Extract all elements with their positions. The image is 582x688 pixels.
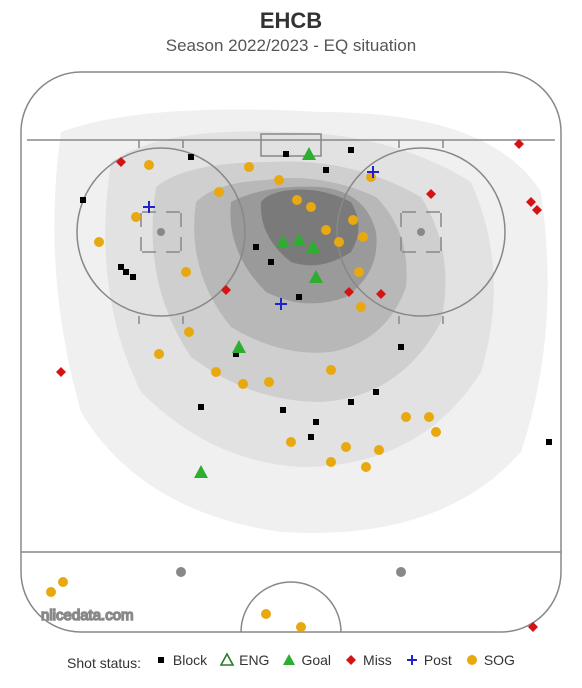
shot-sog — [264, 377, 274, 387]
shot-block — [313, 419, 319, 425]
shot-sog — [131, 212, 141, 222]
shot-sog — [46, 587, 56, 597]
shot-sog — [361, 462, 371, 472]
shot-sog — [326, 365, 336, 375]
shot-sog — [356, 302, 366, 312]
shot-block — [373, 389, 379, 395]
legend-item-label: Block — [173, 652, 207, 668]
watermark: nlicedata.com — [41, 607, 134, 624]
shot-sog — [286, 437, 296, 447]
shot-sog — [306, 202, 316, 212]
legend-item-eng: ENG — [219, 652, 269, 668]
shot-sog — [58, 577, 68, 587]
shot-block — [253, 244, 259, 250]
neutral-dot — [176, 567, 186, 577]
shot-sog — [424, 412, 434, 422]
shot-miss — [528, 622, 538, 632]
shot-sog — [334, 237, 344, 247]
shot-block — [198, 404, 204, 410]
shot-sog — [184, 327, 194, 337]
goal-icon — [281, 652, 297, 668]
shot-sog — [238, 379, 248, 389]
ref-crease — [241, 582, 341, 632]
legend-item-label: ENG — [239, 652, 269, 668]
shot-sog — [274, 175, 284, 185]
shot-sog — [154, 349, 164, 359]
shot-sog — [296, 622, 306, 632]
legend-item-post: Post — [404, 652, 452, 668]
legend-label: Shot status: — [67, 655, 141, 671]
legend-item-label: SOG — [484, 652, 515, 668]
shot-block — [80, 197, 86, 203]
chart-title: EHCB — [0, 0, 582, 34]
shot-sog — [94, 237, 104, 247]
shot-sog — [261, 609, 271, 619]
sog-icon — [464, 652, 480, 668]
legend-item-label: Goal — [301, 652, 331, 668]
shot-block — [130, 274, 136, 280]
shot-sog — [341, 442, 351, 452]
shot-sog — [401, 412, 411, 422]
legend-item-label: Miss — [363, 652, 392, 668]
shot-chart: EHCB Season 2022/2023 - EQ situation nli… — [0, 0, 582, 681]
legend-item-block: Block — [153, 652, 207, 668]
legend-item-label: Post — [424, 652, 452, 668]
shot-sog — [354, 267, 364, 277]
shot-block — [323, 167, 329, 173]
shot-block — [308, 434, 314, 440]
shot-sog — [211, 367, 221, 377]
shot-block — [268, 259, 274, 265]
neutral-dot — [396, 567, 406, 577]
shot-block — [546, 439, 552, 445]
shot-sog — [292, 195, 302, 205]
legend-item-goal: Goal — [281, 652, 331, 668]
legend: Shot status: Block ENG Goal Miss Post SOG — [0, 642, 582, 681]
shot-block — [398, 344, 404, 350]
shot-sog — [366, 172, 376, 182]
shot-block — [296, 294, 302, 300]
shot-sog — [358, 232, 368, 242]
shot-sog — [214, 187, 224, 197]
miss-icon — [343, 652, 359, 668]
legend-item-sog: SOG — [464, 652, 515, 668]
shot-miss — [56, 367, 66, 377]
block-icon — [153, 652, 169, 668]
faceoff-dot — [417, 228, 425, 236]
shot-sog — [374, 445, 384, 455]
chart-subtitle: Season 2022/2023 - EQ situation — [0, 34, 582, 62]
shot-block — [280, 407, 286, 413]
shot-block — [348, 399, 354, 405]
shot-sog — [321, 225, 331, 235]
shot-sog — [348, 215, 358, 225]
shot-sog — [181, 267, 191, 277]
shot-sog — [144, 160, 154, 170]
post-icon — [404, 652, 420, 668]
rink-plot: nlicedata.com — [11, 62, 571, 642]
shot-sog — [244, 162, 254, 172]
shot-block — [123, 269, 129, 275]
shot-block — [188, 154, 194, 160]
legend-item-miss: Miss — [343, 652, 392, 668]
shot-sog — [326, 457, 336, 467]
eng-icon — [219, 652, 235, 668]
shot-sog — [431, 427, 441, 437]
shot-block — [348, 147, 354, 153]
shot-block — [283, 151, 289, 157]
faceoff-dot — [157, 228, 165, 236]
